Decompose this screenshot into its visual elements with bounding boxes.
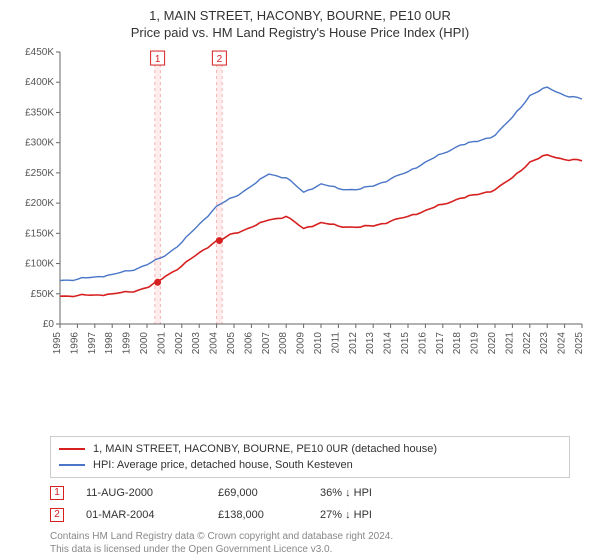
svg-text:1996: 1996 [69, 332, 80, 355]
svg-text:2000: 2000 [139, 332, 150, 355]
transaction-date: 01-MAR-2004 [86, 504, 196, 526]
legend-swatch-property [59, 448, 85, 450]
svg-text:2023: 2023 [539, 332, 550, 355]
svg-text:2024: 2024 [557, 332, 568, 355]
svg-text:£250K: £250K [25, 168, 54, 179]
svg-text:2011: 2011 [330, 332, 341, 354]
footer-line1: Contains HM Land Registry data © Crown c… [50, 530, 590, 543]
legend-label-hpi: HPI: Average price, detached house, Sout… [93, 457, 353, 473]
svg-text:2005: 2005 [226, 332, 237, 355]
page-subtitle: Price paid vs. HM Land Registry's House … [10, 25, 590, 40]
svg-text:£150K: £150K [25, 228, 54, 239]
svg-text:2007: 2007 [261, 332, 272, 355]
svg-text:£450K: £450K [25, 47, 54, 58]
transaction-diff: 36% ↓ HPI [320, 482, 420, 504]
svg-text:2016: 2016 [417, 332, 428, 355]
legend-swatch-hpi [59, 464, 85, 466]
svg-text:1999: 1999 [122, 332, 133, 355]
svg-text:1: 1 [155, 54, 161, 65]
svg-text:£100K: £100K [25, 259, 54, 270]
svg-text:£50K: £50K [31, 289, 55, 300]
svg-text:1998: 1998 [104, 332, 115, 355]
svg-text:£200K: £200K [25, 198, 54, 209]
transaction-row: 2 01-MAR-2004 £138,000 27% ↓ HPI [50, 504, 590, 526]
transaction-date: 11-AUG-2000 [86, 482, 196, 504]
svg-text:2006: 2006 [243, 332, 254, 355]
transaction-row: 1 11-AUG-2000 £69,000 36% ↓ HPI [50, 482, 590, 504]
legend-row-property: 1, MAIN STREET, HACONBY, BOURNE, PE10 0U… [59, 441, 561, 457]
transaction-marker-1: 1 [50, 486, 64, 500]
svg-text:2013: 2013 [365, 332, 376, 355]
svg-text:1995: 1995 [52, 332, 63, 355]
svg-text:2017: 2017 [435, 332, 446, 355]
svg-text:1997: 1997 [87, 332, 98, 355]
svg-text:2009: 2009 [296, 332, 307, 355]
legend: 1, MAIN STREET, HACONBY, BOURNE, PE10 0U… [50, 436, 570, 478]
footer: Contains HM Land Registry data © Crown c… [50, 530, 590, 556]
svg-text:2010: 2010 [313, 332, 324, 355]
svg-text:2008: 2008 [278, 332, 289, 355]
svg-text:2022: 2022 [522, 332, 533, 355]
svg-text:2012: 2012 [348, 332, 359, 355]
svg-text:2021: 2021 [504, 332, 515, 355]
transaction-price: £138,000 [218, 504, 298, 526]
transactions-table: 1 11-AUG-2000 £69,000 36% ↓ HPI 2 01-MAR… [50, 482, 590, 526]
price-chart: £0 £50K £100K £150K £200K £250K £300K £350K £400… [10, 46, 590, 430]
transaction-price: £69,000 [218, 482, 298, 504]
svg-text:£300K: £300K [25, 138, 54, 149]
page-title: 1, MAIN STREET, HACONBY, BOURNE, PE10 0U… [10, 8, 590, 23]
svg-text:2: 2 [217, 54, 223, 65]
svg-text:2025: 2025 [574, 332, 585, 355]
svg-text:2002: 2002 [174, 332, 185, 355]
svg-text:£350K: £350K [25, 107, 54, 118]
chart-svg: £0 £50K £100K £150K £200K £250K £300K £350K £400… [10, 46, 590, 376]
svg-text:2020: 2020 [487, 332, 498, 355]
svg-text:2018: 2018 [452, 332, 463, 355]
svg-text:2003: 2003 [191, 332, 202, 355]
legend-row-hpi: HPI: Average price, detached house, Sout… [59, 457, 561, 473]
svg-text:2015: 2015 [400, 332, 411, 355]
svg-text:2019: 2019 [470, 332, 481, 355]
footer-line2: This data is licensed under the Open Gov… [50, 543, 590, 556]
legend-label-property: 1, MAIN STREET, HACONBY, BOURNE, PE10 0U… [93, 441, 437, 457]
svg-text:£400K: £400K [25, 77, 54, 88]
transaction-marker-2: 2 [50, 508, 64, 522]
svg-text:2001: 2001 [156, 332, 167, 355]
svg-text:£0: £0 [43, 319, 55, 330]
svg-text:2004: 2004 [209, 332, 220, 355]
transaction-diff: 27% ↓ HPI [320, 504, 420, 526]
svg-text:2014: 2014 [383, 332, 394, 355]
